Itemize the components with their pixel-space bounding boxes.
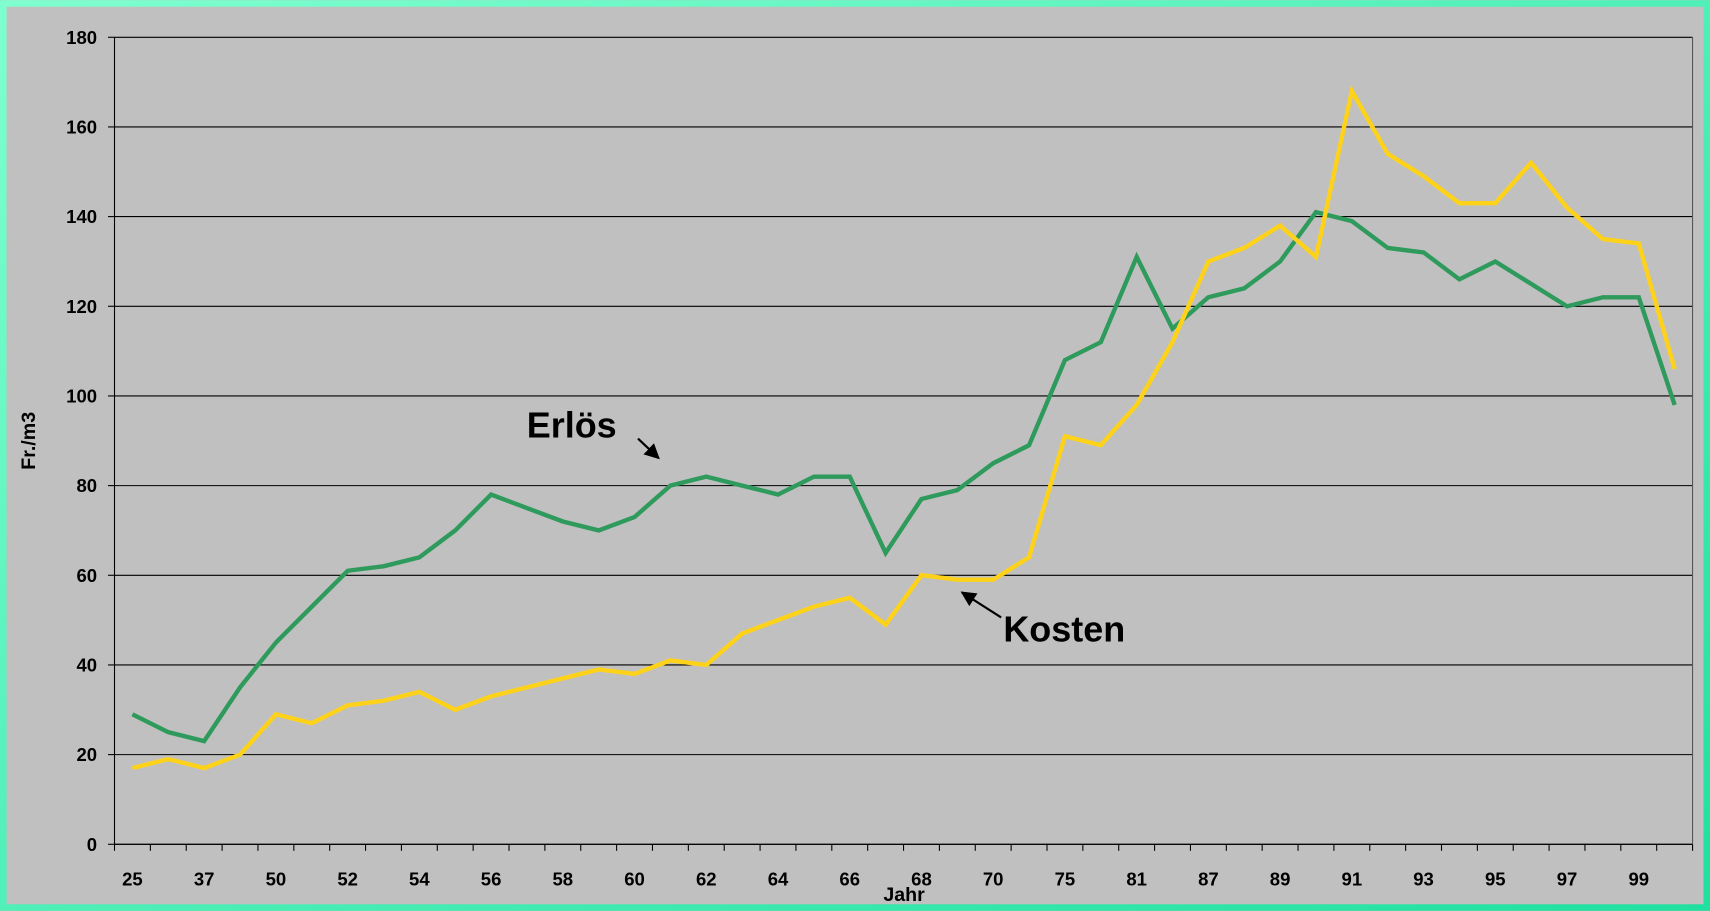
x-tick-label: 64	[768, 869, 789, 890]
y-tick-label: 160	[66, 116, 97, 137]
x-tick-label: 58	[553, 869, 574, 890]
x-tick-label: 97	[1557, 869, 1578, 890]
y-tick-label: 120	[66, 296, 97, 317]
annotation-arrow	[960, 591, 1002, 619]
x-tick-label: 68	[911, 869, 932, 890]
x-tick-label: 70	[983, 869, 1004, 890]
line-series	[131, 209, 1677, 744]
x-tick-label: 54	[409, 869, 430, 890]
x-tick-label: 75	[1055, 869, 1076, 890]
x-tick-label: 87	[1198, 869, 1219, 890]
y-tick-label: 0	[87, 834, 97, 855]
x-tick-label: 93	[1413, 869, 1434, 890]
x-tick-label: 81	[1126, 869, 1147, 890]
x-tick-label: 89	[1270, 869, 1291, 890]
annotation-label: Kosten	[1003, 608, 1125, 649]
x-axis-label: Jahr	[883, 884, 925, 906]
y-tick-label: 140	[66, 206, 97, 227]
annotation-label: Erlös	[527, 405, 617, 446]
plot-area	[114, 37, 1693, 845]
x-tick-label: 95	[1485, 869, 1506, 890]
x-tick-label: 91	[1342, 869, 1363, 890]
x-tick-label: 25	[122, 869, 143, 890]
plot-layer: 0 20 40 60 80 100 120 140 160 180 25 37 50 52 54 56 58 60…	[66, 27, 1694, 890]
line-series	[131, 85, 1677, 771]
x-tick-label: 60	[624, 869, 645, 890]
x-tick-label: 56	[481, 869, 502, 890]
x-tick-label: 66	[839, 869, 860, 890]
x-tick-label: 62	[696, 869, 717, 890]
y-axis-label: Fr./m3	[18, 412, 40, 470]
annotation-arrow	[637, 437, 660, 460]
y-tick-label: 60	[76, 565, 97, 586]
y-tick-label: 20	[76, 744, 97, 765]
y-tick-label: 100	[66, 385, 97, 406]
y-tick-label: 180	[66, 27, 97, 48]
x-tick-label: 99	[1628, 869, 1649, 890]
x-tick-label: 50	[266, 869, 287, 890]
x-tick-label: 52	[337, 869, 358, 890]
y-tick-label: 40	[76, 654, 97, 675]
y-tick-label: 80	[76, 475, 97, 496]
x-tick-label: 37	[194, 869, 215, 890]
